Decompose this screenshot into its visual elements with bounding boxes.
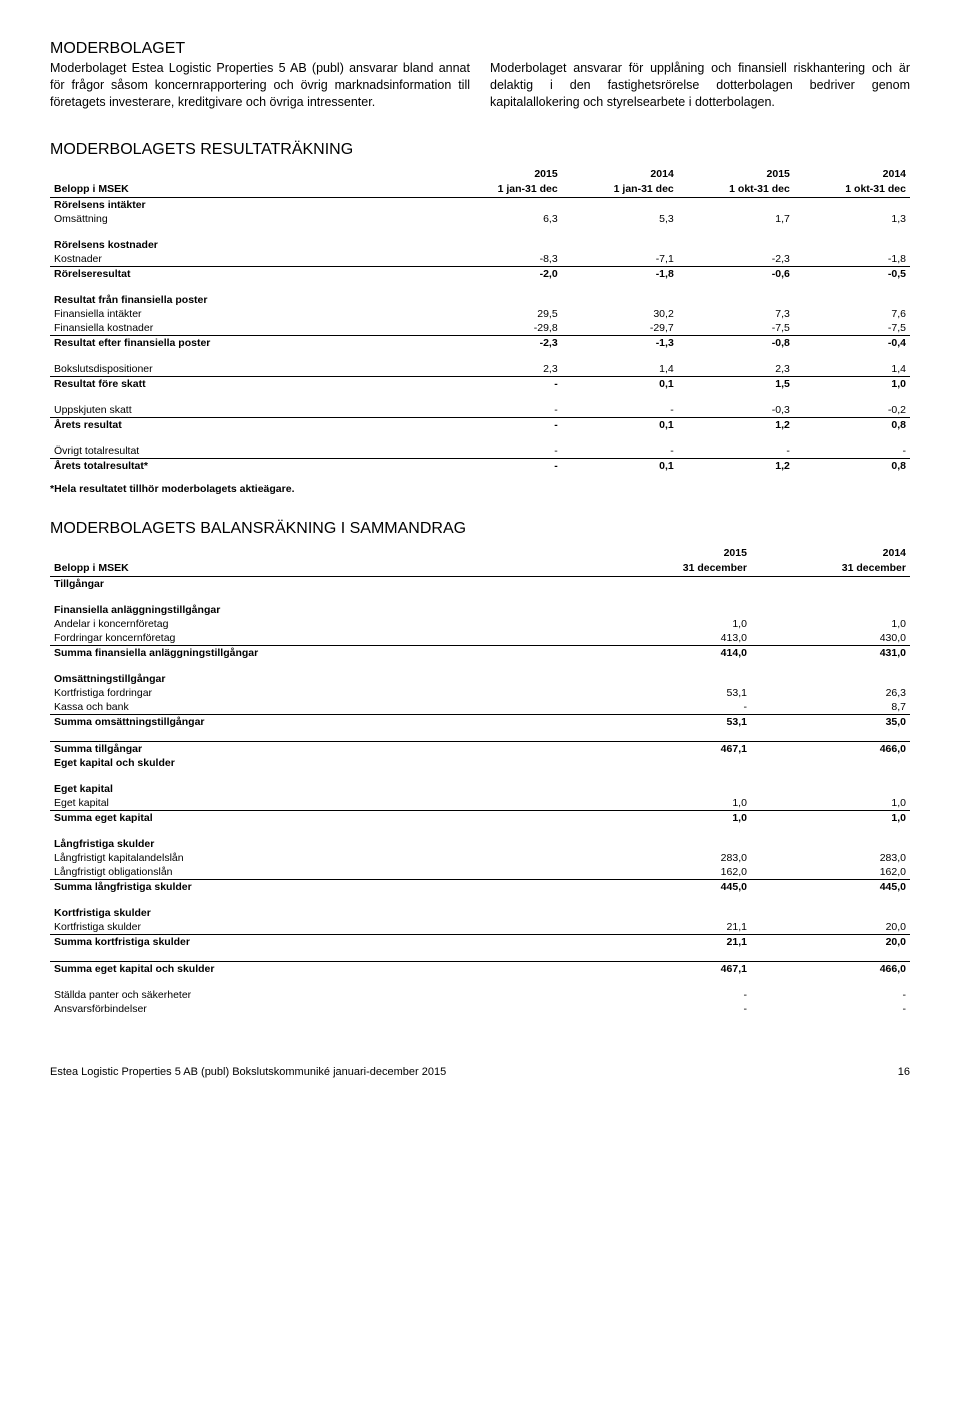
table-row: Summa eget kapital och skulder467,1466,0 [50, 961, 910, 976]
table-row: Kortfristiga fordringar53,126,3 [50, 686, 910, 700]
table-row: Långfristigt obligationslån162,0162,0 [50, 865, 910, 880]
table-row: Ansvarsförbindelser-- [50, 1002, 910, 1016]
table-row: Kostnader-8,3-7,1-2,3-1,8 [50, 252, 910, 267]
table-row: Summa omsättningstillgångar53,135,0 [50, 714, 910, 729]
table-row: Resultat från finansiella poster [50, 293, 910, 307]
table-row: Omsättning6,35,31,71,3 [50, 212, 910, 226]
table-row: Årets totalresultat*-0,11,20,8 [50, 458, 910, 473]
income-statement-table: 2015201420152014Belopp i MSEK1 jan-31 de… [50, 167, 910, 473]
table-row: Eget kapital och skulder [50, 756, 910, 770]
page-footer: Estea Logistic Properties 5 AB (publ) Bo… [50, 1066, 910, 1078]
table-row: Andelar i koncernföretag1,01,0 [50, 617, 910, 631]
table-row: Eget kapital [50, 782, 910, 796]
table-row: Summa tillgångar467,1466,0 [50, 741, 910, 756]
table-row: Omsättningstillgångar [50, 672, 910, 686]
footer-page-number: 16 [898, 1066, 910, 1078]
table-row: Rörelsens intäkter [50, 197, 910, 212]
intro-columns: Moderbolaget Estea Logistic Properties 5… [50, 60, 910, 111]
table-row: Rörelsens kostnader [50, 238, 910, 252]
table-row: Resultat efter finansiella poster-2,3-1,… [50, 335, 910, 350]
table-row: Bokslutsdispositioner2,31,42,31,4 [50, 362, 910, 377]
footer-left: Estea Logistic Properties 5 AB (publ) Bo… [50, 1066, 446, 1078]
table-row: Finansiella intäkter29,530,27,37,6 [50, 307, 910, 321]
table-row: Kortfristiga skulder21,120,0 [50, 920, 910, 935]
table-row: Kassa och bank-8,7 [50, 700, 910, 715]
balance-sheet-table: 20152014Belopp i MSEK31 december31 decem… [50, 546, 910, 1016]
table-row: Långfristigt kapitalandelslån283,0283,0 [50, 851, 910, 865]
table-row: Kortfristiga skulder [50, 906, 910, 920]
balance-sheet-title: MODERBOLAGETS BALANSRÄKNING I SAMMANDRAG [50, 520, 910, 538]
income-statement-title: MODERBOLAGETS RESULTATRÄKNING [50, 141, 910, 159]
table-row: Summa finansiella anläggningstillgångar4… [50, 645, 910, 660]
table-row: Uppskjuten skatt---0,3-0,2 [50, 403, 910, 418]
table-row: Långfristiga skulder [50, 837, 910, 851]
table-row: Rörelseresultat-2,0-1,8-0,6-0,5 [50, 266, 910, 281]
intro-col-2: Moderbolaget ansvarar för upplåning och … [490, 60, 910, 111]
table-row: Finansiella kostnader-29,8-29,7-7,5-7,5 [50, 321, 910, 336]
table-row: Årets resultat-0,11,20,8 [50, 417, 910, 432]
table-row: Tillgångar [50, 576, 910, 591]
table-row: Finansiella anläggningstillgångar [50, 603, 910, 617]
table-row: Summa långfristiga skulder445,0445,0 [50, 879, 910, 894]
table-row: Resultat före skatt-0,11,51,0 [50, 376, 910, 391]
intro-col-1: Moderbolaget Estea Logistic Properties 5… [50, 60, 470, 111]
table-row: Summa eget kapital1,01,0 [50, 810, 910, 825]
table-row: Ställda panter och säkerheter-- [50, 988, 910, 1002]
income-footnote: *Hela resultatet tillhör moderbolagets a… [50, 483, 910, 495]
table-row: Eget kapital1,01,0 [50, 796, 910, 811]
page-title: MODERBOLAGET [50, 40, 910, 58]
table-row: Övrigt totalresultat---- [50, 444, 910, 459]
table-row: Fordringar koncernföretag413,0430,0 [50, 631, 910, 646]
table-row: Summa kortfristiga skulder21,120,0 [50, 934, 910, 949]
